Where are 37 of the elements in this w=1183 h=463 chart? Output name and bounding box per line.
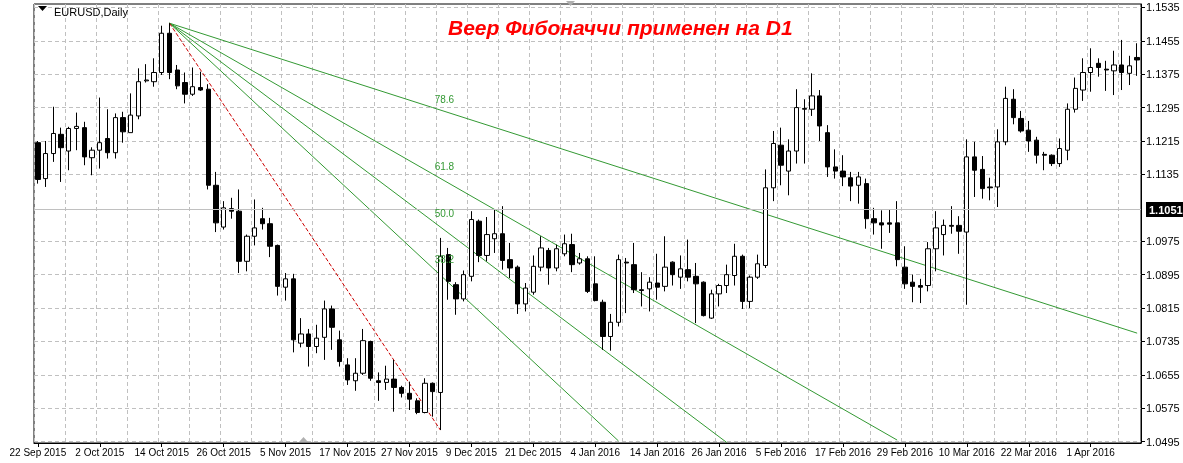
y-tick-label: 1.0575	[1146, 402, 1180, 415]
x-tick-label: 5 Feb 2016	[755, 446, 807, 458]
x-tick-label: 2 Oct 2015	[75, 446, 125, 458]
y-tick-label: 1.0655	[1146, 368, 1180, 381]
x-tick-label: 14 Jan 2016	[629, 446, 686, 458]
y-tick-label: 1.0895	[1146, 268, 1180, 281]
y-tick-label: 1.1135	[1146, 168, 1179, 181]
y-tick-label: 1.0735	[1146, 335, 1180, 348]
x-tick-label: 26 Jan 2016	[691, 446, 748, 458]
chart-subtitle: EURUSD,Daily	[54, 5, 129, 18]
x-tick-label: 4 Jan 2016	[570, 446, 621, 458]
y-tick-label: 1.1295	[1146, 101, 1180, 114]
x-tick-label: 17 Feb 2016	[814, 446, 872, 458]
x-tick-label: 14 Oct 2015	[134, 446, 190, 458]
x-tick-label: 1 Apr 2016	[1066, 446, 1116, 458]
series-label: 78.6	[434, 94, 455, 106]
series-label: 50.0	[434, 207, 455, 219]
x-tick-label: 9 Dec 2015	[445, 446, 498, 458]
ref-line-label: 1.1051	[1149, 203, 1183, 216]
x-tick-label: 22 Mar 2016	[1000, 446, 1058, 458]
x-tick-label: 29 Feb 2016	[876, 446, 934, 458]
y-tick-label: 1.1455	[1146, 34, 1180, 47]
x-tick-label: 17 Nov 2015	[319, 446, 377, 458]
x-tick-label: 5 Nov 2015	[260, 446, 312, 458]
y-tick-label: 1.1375	[1146, 68, 1180, 81]
x-tick-label: 27 Nov 2015	[381, 446, 439, 458]
y-tick-label: 1.0815	[1146, 302, 1180, 315]
y-tick-label: 1.0495	[1146, 435, 1180, 448]
series-label: 61.8	[434, 160, 455, 172]
text: Веер Фибоначчи применен на D1	[448, 16, 793, 39]
x-tick-label: 21 Dec 2015	[504, 446, 563, 458]
x-tick-label: 10 Mar 2016	[938, 446, 996, 458]
x-tick-label: 26 Oct 2015	[196, 446, 252, 458]
y-tick-label: 1.1535	[1146, 1, 1180, 14]
y-tick-label: 1.1215	[1146, 135, 1180, 147]
y-tick-label: 1.0975	[1146, 235, 1180, 248]
x-tick-label: 22 Sep 2015	[9, 446, 67, 458]
